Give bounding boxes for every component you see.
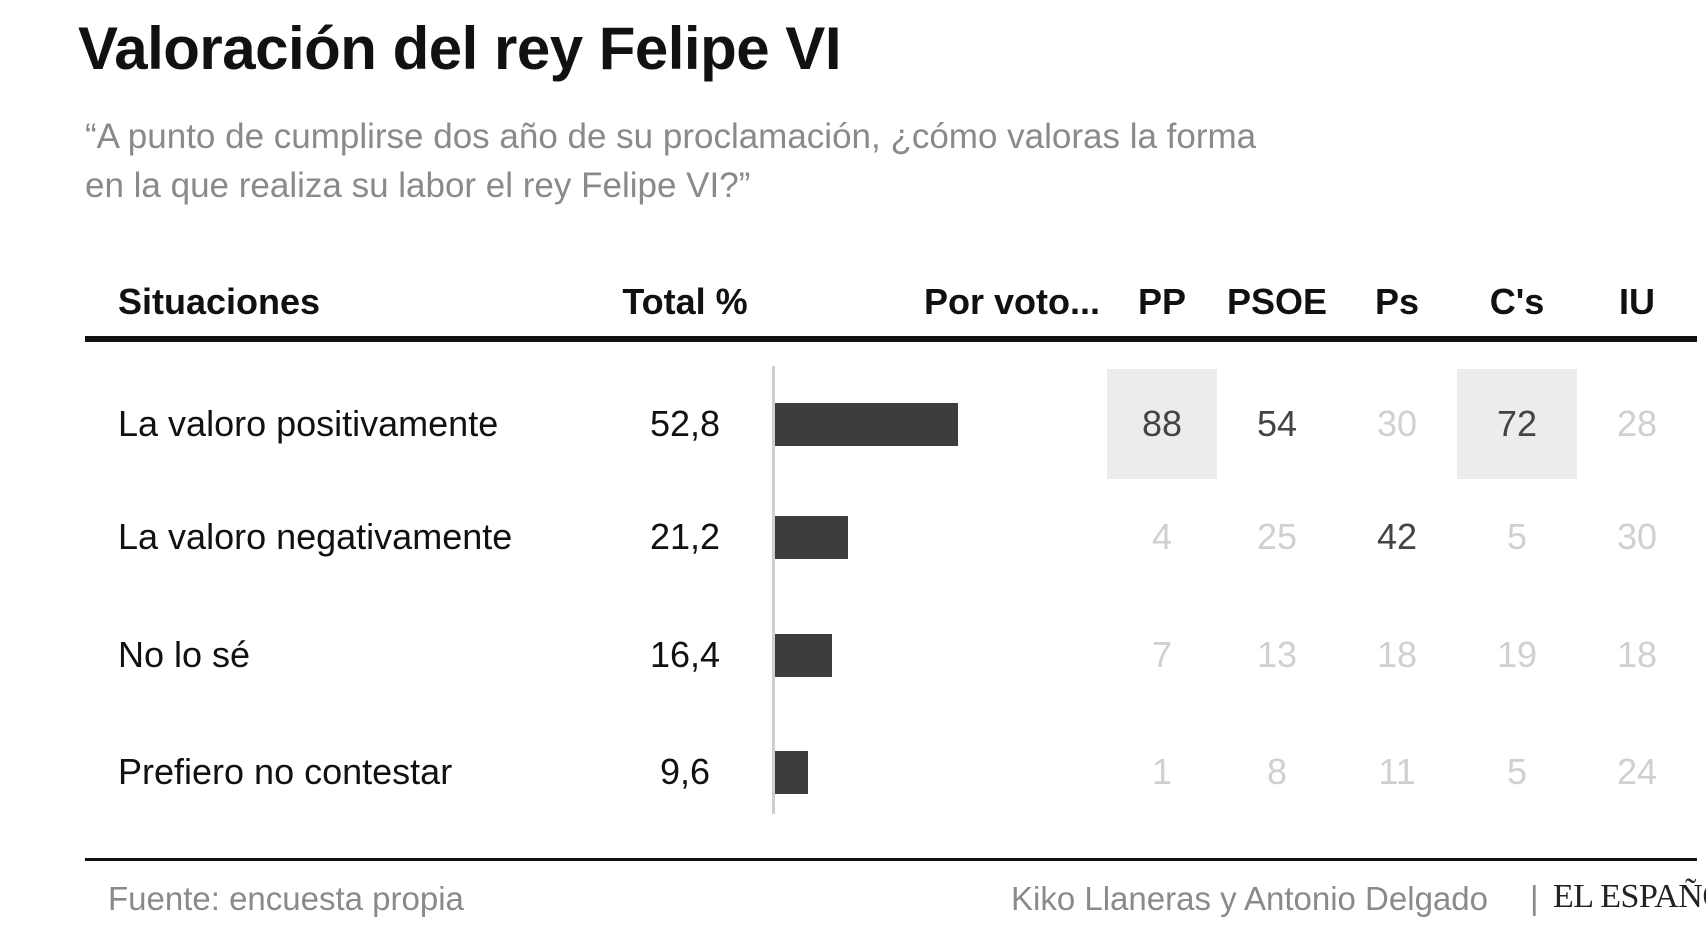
total-bar xyxy=(775,633,832,677)
footer-rule xyxy=(85,858,1697,861)
credit-separator: | xyxy=(1530,879,1539,916)
total-bar xyxy=(775,402,958,446)
subtitle-line-2: en la que realiza su labor el rey Felipe… xyxy=(85,166,751,205)
header-rule xyxy=(85,336,1697,342)
row-label: Prefiero no contestar xyxy=(118,751,453,792)
party-value: 19 xyxy=(1496,634,1538,675)
party-value: 18 xyxy=(1616,634,1658,675)
party-value: 30 xyxy=(1376,403,1418,444)
party-value: 42 xyxy=(1376,516,1418,557)
party-value: 18 xyxy=(1376,634,1418,675)
party-value: 24 xyxy=(1616,751,1658,792)
highlight-cell xyxy=(1457,369,1577,479)
party-value: 72 xyxy=(1496,403,1538,444)
total-bar xyxy=(775,515,848,559)
party-value: 5 xyxy=(1506,751,1528,792)
author-credit: Kiko Llaneras y Antonio Delgado xyxy=(1011,880,1488,917)
column-header-situaciones: Situaciones xyxy=(118,281,321,322)
subtitle-line-1: “A punto de cumplirse dos año de su proc… xyxy=(85,117,1257,156)
chart-title: Valoración del rey Felipe VI xyxy=(78,15,841,82)
row-total: 9,6 xyxy=(659,751,711,792)
column-header-ps: Ps xyxy=(1374,281,1420,322)
column-header-iu: IU xyxy=(1619,281,1655,322)
party-value: 28 xyxy=(1616,403,1658,444)
highlight-cell xyxy=(1107,369,1217,479)
row-total: 16,4 xyxy=(649,634,721,675)
column-header-por-voto: Por voto... xyxy=(924,281,1101,322)
row-total: 21,2 xyxy=(649,516,721,557)
row-label: La valoro negativamente xyxy=(118,516,513,557)
column-header-cs: C's xyxy=(1489,281,1545,322)
party-value: 25 xyxy=(1256,516,1298,557)
total-bar xyxy=(775,750,808,794)
row-total: 52,8 xyxy=(649,403,721,444)
column-header-total: Total % xyxy=(622,281,748,322)
bar-axis-line xyxy=(772,366,775,814)
party-value: 54 xyxy=(1256,403,1298,444)
row-label: No lo sé xyxy=(118,634,251,675)
party-value: 1 xyxy=(1151,751,1173,792)
el-espanol-logo: EL ESPAÑOL xyxy=(1553,878,1706,915)
party-value: 13 xyxy=(1256,634,1298,675)
party-value: 11 xyxy=(1378,751,1416,792)
party-value: 88 xyxy=(1141,403,1183,444)
column-header-pp: PP xyxy=(1137,281,1187,322)
party-value: 5 xyxy=(1506,516,1528,557)
party-value: 7 xyxy=(1151,634,1173,675)
party-value: 4 xyxy=(1151,516,1173,557)
party-value: 8 xyxy=(1266,751,1288,792)
source-note: Fuente: encuesta propia xyxy=(108,880,464,917)
column-header-psoe: PSOE xyxy=(1226,281,1328,322)
party-value: 30 xyxy=(1616,516,1658,557)
row-label: La valoro positivamente xyxy=(118,403,499,444)
chart-subtitle: “A punto de cumplirse dos año de su proc… xyxy=(85,112,1345,210)
